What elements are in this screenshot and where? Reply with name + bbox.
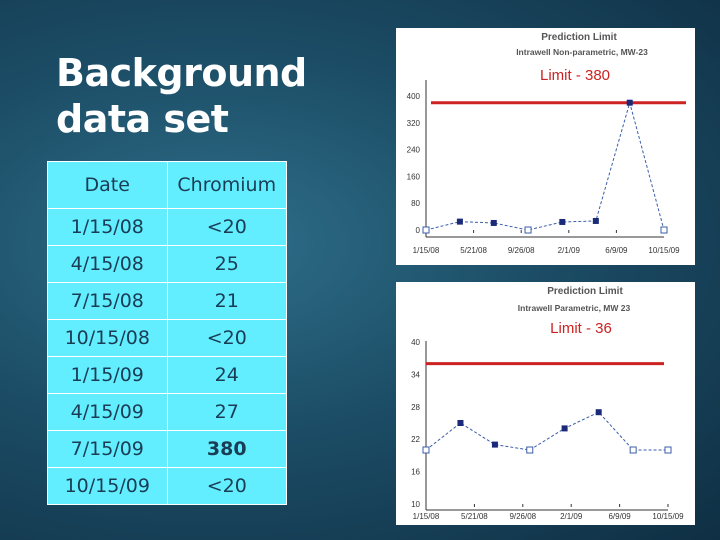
table-header-row: Date Chromium [47, 161, 287, 209]
chromium-cell: <20 [166, 319, 287, 357]
x-tick-label: 9/26/08 [509, 512, 536, 521]
data-point [626, 99, 633, 106]
x-tick-label: 1/15/08 [413, 246, 440, 255]
data-point-censored [422, 446, 430, 454]
slide-title-line-2: data set [56, 97, 229, 141]
x-tick-label: 5/21/08 [460, 246, 487, 255]
chart-subtitle: Intrawell Parametric, MW 23 [518, 303, 631, 313]
date-cell: 1/15/09 [47, 356, 168, 394]
data-point-censored [629, 446, 637, 454]
data-point [559, 218, 566, 225]
date-cell: 4/15/08 [47, 245, 168, 283]
y-tick-label: 40 [411, 338, 420, 347]
table-row: 4/15/08 25 [47, 245, 287, 283]
chart-svg: Prediction Limit Intrawell Parametric, M… [411, 286, 684, 521]
chromium-cell: <20 [166, 208, 287, 246]
x-tick-label: 6/9/09 [608, 512, 631, 521]
data-point-censored [422, 226, 430, 234]
table-row: 1/15/08 <20 [47, 208, 287, 246]
prediction-limit-chart-nonparametric: Prediction Limit Intrawell Non-parametri… [396, 28, 695, 265]
x-tick-label: 9/26/08 [508, 246, 535, 255]
y-tick-label: 16 [411, 468, 420, 477]
series-line [425, 411, 668, 451]
column-header-date: Date [47, 161, 168, 209]
data-point-censored [664, 446, 672, 454]
limit-annotation: Limit - 380 [540, 67, 610, 84]
y-tick-label: 320 [407, 119, 421, 128]
date-cell: 4/15/09 [47, 393, 168, 431]
x-tick-label: 10/15/09 [648, 246, 680, 255]
prediction-limit-chart-parametric: Prediction Limit Intrawell Parametric, M… [396, 282, 695, 525]
table-row: 10/15/08 <20 [47, 319, 287, 357]
chromium-cell: <20 [166, 467, 287, 505]
y-tick-label: 10 [411, 500, 420, 509]
data-point [592, 217, 599, 224]
data-point [457, 420, 464, 426]
data-point [491, 441, 498, 448]
chromium-cell: 27 [166, 393, 287, 431]
chart-title: Prediction Limit [541, 32, 617, 43]
x-tick-label: 5/21/08 [461, 512, 488, 521]
x-tick-label: 2/1/09 [560, 512, 583, 521]
data-point [456, 218, 463, 225]
date-cell: 1/15/08 [47, 208, 168, 246]
table-row: 7/15/08 21 [47, 282, 287, 320]
data-point-censored [524, 226, 532, 234]
x-tick-label: 2/1/09 [558, 246, 581, 255]
chromium-cell: 24 [166, 356, 287, 394]
table-row: 7/15/09 380 [47, 430, 287, 468]
chart-subtitle: Intrawell Non-parametric, MW-23 [516, 47, 648, 57]
y-tick-label: 34 [411, 370, 420, 379]
data-point-censored [660, 226, 668, 234]
data-point [595, 409, 602, 416]
y-tick-label: 80 [411, 199, 420, 208]
date-cell: 10/15/08 [47, 319, 168, 357]
date-cell: 10/15/09 [47, 467, 168, 505]
chromium-cell-highlight: 380 [166, 430, 287, 468]
chart-svg: Prediction Limit Intrawell Non-parametri… [407, 32, 686, 255]
y-tick-label: 160 [407, 172, 421, 181]
chromium-cell: 21 [166, 282, 287, 320]
table-row: 4/15/09 27 [47, 393, 287, 431]
column-header-chromium: Chromium [166, 161, 287, 209]
data-point-censored [526, 446, 534, 454]
date-cell: 7/15/09 [47, 430, 168, 468]
chart-title: Prediction Limit [547, 286, 623, 297]
y-tick-label: 240 [407, 146, 421, 155]
x-tick-label: 6/9/09 [605, 246, 628, 255]
slide-title: Background data set [56, 50, 356, 142]
data-point [490, 219, 497, 226]
x-tick-label: 1/15/08 [413, 512, 440, 521]
data-point [561, 425, 568, 432]
limit-annotation: Limit - 36 [550, 320, 612, 337]
table-row: 1/15/09 24 [47, 356, 287, 394]
y-tick-label: 28 [411, 403, 420, 412]
y-tick-label: 22 [411, 435, 420, 444]
y-tick-label: 400 [407, 92, 421, 101]
chromium-data-table: Date Chromium 1/15/08 <20 4/15/08 25 7/15/… [47, 161, 287, 505]
x-tick-label: 10/15/09 [652, 512, 684, 521]
slide-title-line-1: Background [56, 51, 307, 95]
table-row: 10/15/09 <20 [47, 467, 287, 505]
date-cell: 7/15/08 [47, 282, 168, 320]
y-tick-label: 0 [416, 226, 421, 235]
series-line [425, 100, 665, 231]
chromium-cell: 25 [166, 245, 287, 283]
